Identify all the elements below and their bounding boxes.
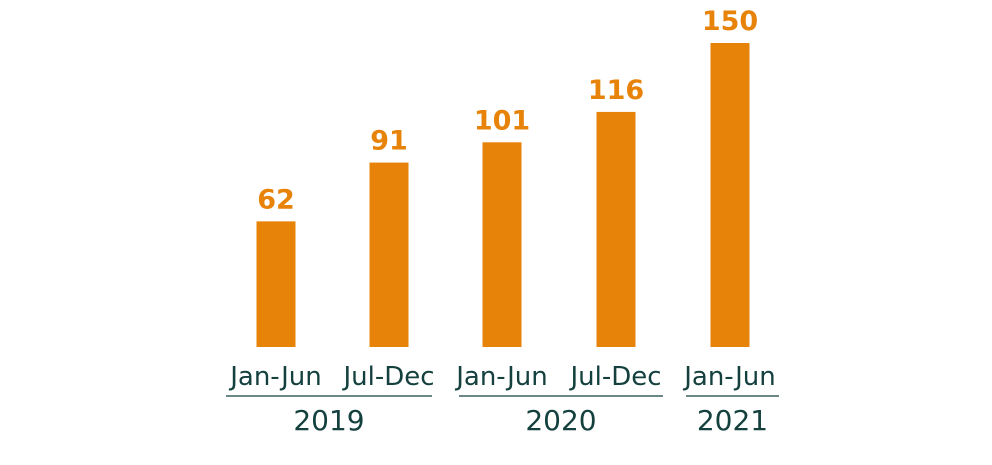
year-group-label: 2020 [525, 404, 596, 437]
category-label: Jan-Jun [454, 362, 548, 392]
year-group-label: 2021 [697, 404, 768, 437]
category-label: Jul-Dec [341, 362, 434, 392]
bar [256, 221, 296, 347]
category-labels-layer: Jan-Jun Jul-Dec Jan-Jun Jul-Dec Jan-Jun [228, 362, 776, 392]
value-labels-layer: 62 91 101 116 150 [257, 6, 758, 215]
bar-value-label: 101 [474, 105, 530, 136]
category-label: Jul-Dec [568, 362, 661, 392]
bar [596, 111, 636, 347]
bar-value-label: 150 [702, 6, 758, 37]
bars-layer [256, 43, 750, 347]
bar [369, 162, 409, 347]
category-label: Jan-Jun [682, 362, 776, 392]
year-labels-layer: 2019 2020 2021 [293, 404, 768, 437]
bar-value-label: 62 [257, 184, 295, 215]
bar-value-label: 116 [588, 75, 644, 106]
bar [482, 142, 522, 347]
year-group-label: 2019 [293, 404, 364, 437]
category-label: Jan-Jun [228, 362, 322, 392]
bar-value-label: 91 [370, 126, 408, 157]
bar [710, 43, 750, 347]
